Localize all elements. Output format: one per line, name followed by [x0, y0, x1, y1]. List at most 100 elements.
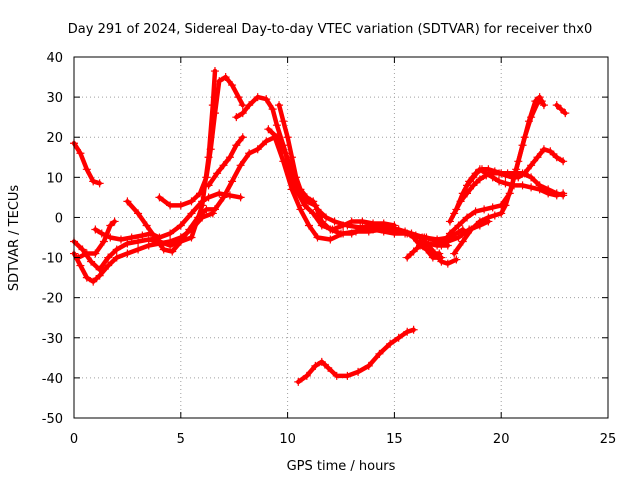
data-point-marker	[369, 221, 378, 230]
data-point-marker	[302, 371, 311, 380]
x-axis-label: GPS time / hours	[287, 459, 396, 474]
series-arc-13	[296, 327, 416, 385]
data-point-marker	[228, 81, 237, 90]
data-point-marker	[343, 221, 352, 230]
data-point-marker	[488, 203, 497, 212]
data-point-marker	[196, 189, 205, 198]
data-point-marker	[123, 239, 132, 248]
data-point-marker	[403, 327, 412, 336]
data-point-marker	[151, 233, 160, 242]
data-point-marker	[264, 125, 273, 134]
data-point-marker	[296, 205, 305, 214]
x-tick-label: 10	[279, 432, 296, 447]
data-point-marker	[317, 357, 326, 366]
data-point-marker	[234, 93, 243, 102]
data-point-marker	[311, 361, 320, 370]
data-point-marker	[458, 237, 467, 246]
data-point-marker	[309, 197, 318, 206]
data-point-marker	[452, 205, 461, 214]
data-point-marker	[104, 253, 113, 262]
data-point-marker	[354, 367, 363, 376]
data-point-marker	[185, 225, 194, 234]
data-point-marker	[484, 213, 493, 222]
data-point-marker	[221, 73, 230, 82]
data-point-marker	[501, 179, 510, 188]
y-axis-label: SDTVAR / TECUs	[7, 185, 22, 292]
data-point-marker	[309, 209, 318, 218]
data-point-marker	[238, 109, 247, 118]
data-point-marker	[236, 193, 245, 202]
data-point-marker	[520, 133, 529, 142]
data-point-marker	[176, 237, 185, 246]
plot-area	[70, 67, 570, 386]
data-point-marker	[110, 217, 119, 226]
data-point-marker	[198, 197, 207, 206]
data-point-marker	[97, 229, 106, 238]
data-point-marker	[294, 377, 303, 386]
data-point-marker	[142, 221, 151, 230]
data-point-marker	[324, 363, 333, 372]
data-point-marker	[187, 209, 196, 218]
data-point-marker	[326, 225, 335, 234]
data-point-marker	[559, 189, 568, 198]
data-point-marker	[272, 133, 281, 142]
data-point-marker	[364, 361, 373, 370]
data-point-marker	[386, 339, 395, 348]
y-tick-label: 0	[55, 211, 63, 226]
data-point-marker	[484, 165, 493, 174]
data-point-marker	[450, 249, 459, 258]
data-point-marker	[187, 197, 196, 206]
data-point-marker	[89, 277, 98, 286]
y-tick-label: -10	[42, 252, 63, 267]
data-point-marker	[518, 181, 527, 190]
data-point-marker	[403, 253, 412, 262]
data-point-marker	[527, 161, 536, 170]
data-point-marker	[134, 209, 143, 218]
data-point-marker	[347, 229, 356, 238]
data-point-marker	[268, 105, 277, 114]
data-point-marker	[106, 221, 115, 230]
series-arc-8	[206, 134, 245, 188]
data-point-marker	[463, 213, 472, 222]
data-point-marker	[210, 109, 219, 118]
x-tick-label: 15	[386, 432, 403, 447]
data-point-marker	[193, 213, 202, 222]
data-point-marker	[225, 191, 234, 200]
series-arc-4	[93, 191, 243, 242]
data-point-marker	[304, 221, 313, 230]
data-point-marker	[219, 193, 228, 202]
data-point-marker	[112, 253, 121, 262]
data-point-marker	[539, 101, 548, 110]
data-point-marker	[82, 165, 91, 174]
data-point-marker	[134, 237, 143, 246]
data-point-marker	[204, 181, 213, 190]
data-point-marker	[202, 173, 211, 182]
data-point-marker	[138, 231, 147, 240]
series-arc-20	[464, 167, 566, 198]
data-point-marker	[322, 213, 331, 222]
data-point-marker	[518, 169, 527, 178]
data-point-marker	[337, 229, 345, 238]
data-point-marker	[480, 205, 489, 214]
plot-frame	[73, 56, 609, 419]
data-point-marker	[546, 147, 555, 156]
data-point-marker	[87, 257, 96, 266]
data-point-marker	[343, 371, 352, 380]
data-point-marker	[552, 153, 561, 162]
data-point-marker	[552, 101, 561, 110]
data-point-marker	[302, 193, 311, 202]
data-point-marker	[287, 153, 296, 162]
data-point-marker	[418, 233, 427, 242]
data-point-marker	[381, 223, 390, 232]
data-point-marker	[557, 105, 566, 114]
data-point-marker	[166, 229, 175, 238]
series-arc-5	[76, 219, 117, 260]
data-point-marker	[394, 333, 403, 342]
data-point-marker	[428, 253, 437, 262]
data-point-marker	[300, 201, 309, 210]
data-point-marker	[210, 205, 219, 214]
data-point-marker	[155, 193, 164, 202]
data-point-marker	[409, 247, 418, 256]
data-point-marker	[313, 233, 322, 242]
data-point-marker	[95, 271, 104, 280]
